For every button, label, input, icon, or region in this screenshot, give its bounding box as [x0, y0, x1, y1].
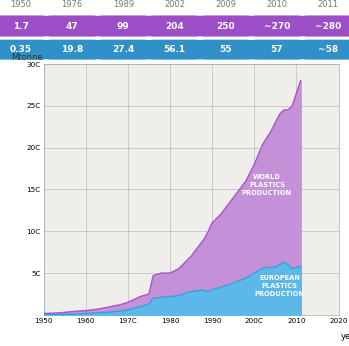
- Text: 19.8: 19.8: [61, 45, 83, 54]
- FancyBboxPatch shape: [147, 16, 202, 37]
- FancyBboxPatch shape: [0, 16, 49, 37]
- Text: 56.1: 56.1: [163, 45, 186, 54]
- Text: EUROPEAN
PLASTICS
PRODUCTION: EUROPEAN PLASTICS PRODUCTION: [254, 275, 305, 297]
- Text: ~58: ~58: [318, 45, 338, 54]
- FancyBboxPatch shape: [300, 40, 349, 60]
- Text: 2010: 2010: [266, 0, 287, 9]
- Text: Mtonne: Mtonne: [11, 53, 43, 62]
- Text: 99: 99: [117, 21, 130, 30]
- Text: 1.7: 1.7: [13, 21, 29, 30]
- Text: ~270: ~270: [264, 21, 290, 30]
- FancyBboxPatch shape: [45, 16, 100, 37]
- Text: 250: 250: [216, 21, 235, 30]
- Text: WORLD
PLASTICS
PRODUCTION: WORLD PLASTICS PRODUCTION: [242, 174, 292, 196]
- FancyBboxPatch shape: [45, 40, 100, 60]
- Text: 1976: 1976: [61, 0, 83, 9]
- FancyBboxPatch shape: [147, 40, 202, 60]
- Text: 47: 47: [66, 21, 79, 30]
- Text: 2002: 2002: [164, 0, 185, 9]
- Text: 1989: 1989: [113, 0, 134, 9]
- Text: 27.4: 27.4: [112, 45, 134, 54]
- Text: 1950: 1950: [10, 0, 31, 9]
- X-axis label: year: year: [341, 333, 349, 342]
- Text: 2011: 2011: [318, 0, 339, 9]
- Text: 0.35: 0.35: [10, 45, 32, 54]
- Text: ~280: ~280: [315, 21, 341, 30]
- FancyBboxPatch shape: [198, 16, 253, 37]
- FancyBboxPatch shape: [96, 16, 151, 37]
- FancyBboxPatch shape: [300, 16, 349, 37]
- Text: 57: 57: [270, 45, 283, 54]
- FancyBboxPatch shape: [0, 40, 49, 60]
- FancyBboxPatch shape: [249, 16, 304, 37]
- FancyBboxPatch shape: [198, 40, 253, 60]
- Text: 55: 55: [220, 45, 232, 54]
- Text: 204: 204: [165, 21, 184, 30]
- Text: 2009: 2009: [215, 0, 236, 9]
- FancyBboxPatch shape: [249, 40, 304, 60]
- FancyBboxPatch shape: [96, 40, 151, 60]
